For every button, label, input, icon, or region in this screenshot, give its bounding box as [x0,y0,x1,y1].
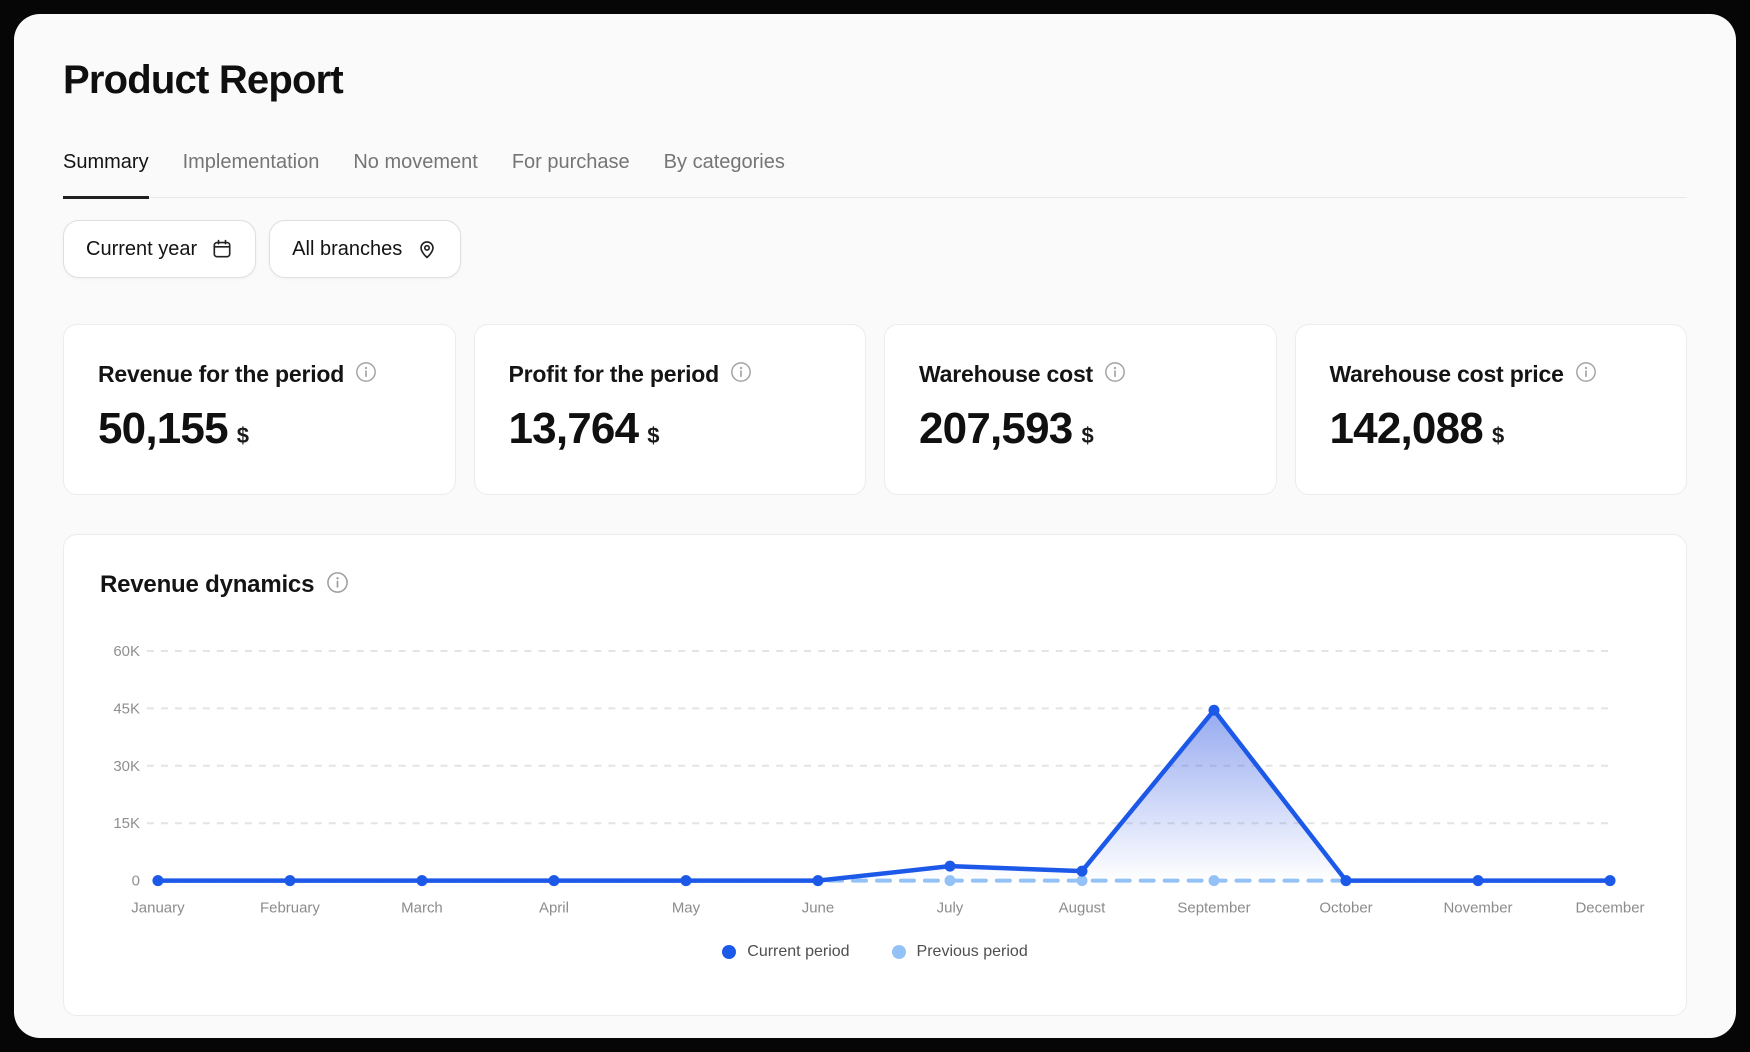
svg-text:May: May [672,900,701,917]
svg-text:15K: 15K [113,815,140,832]
stat-card-value: 50,155 [98,404,229,453]
stat-card-currency: $ [1081,423,1094,448]
stat-card-label: Warehouse cost [919,361,1094,387]
period-filter-button[interactable]: Current year [63,220,257,278]
legend-label: Previous period [916,942,1028,960]
previous-period-dot-icon [891,944,906,959]
info-icon[interactable] [355,361,377,388]
svg-text:March: March [401,900,443,917]
tab-implementation[interactable]: Implementation [182,151,320,173]
stat-card-currency: $ [236,423,250,448]
stat-card-label: Revenue for the period [98,361,345,387]
revenue-chart: 0 15K 30K 45K 60K January February March April Ma… [100,621,1650,917]
svg-text:60K: 60K [113,643,140,660]
report-tabs: Summary Implementation No movement For p… [63,151,1687,199]
chart-legend: Current period Previous period [100,943,1650,961]
tab-for-purchase[interactable]: For purchase [511,151,630,173]
calendar-icon [211,238,233,260]
legend-item-previous-period[interactable]: Previous period [891,942,1028,961]
legend-label: Current period [747,942,850,960]
info-icon[interactable] [1575,361,1597,388]
svg-text:December: December [1575,900,1644,917]
stat-card-currency: $ [647,423,660,448]
info-icon[interactable] [730,361,752,388]
stat-card-value: 13,764 [508,404,640,453]
svg-text:October: October [1319,900,1372,917]
stat-card-value: 142,088 [1329,404,1484,453]
svg-text:July: July [937,900,964,917]
svg-text:April: April [539,900,569,917]
info-icon[interactable] [1104,361,1126,388]
stat-card-label: Warehouse cost price [1329,361,1564,387]
period-filter-label: Current year [86,237,198,260]
product-report-page: Product Report Summary Implementation No… [14,14,1736,1038]
location-pin-icon [416,238,438,260]
filter-bar: Current year All branches [63,220,1687,278]
stat-card-currency: $ [1491,423,1505,448]
chart-title: Revenue dynamics [100,571,315,598]
tab-by-categories[interactable]: By categories [663,151,785,173]
page-title: Product Report [63,58,344,102]
tab-summary[interactable]: Summary [63,151,149,199]
svg-text:January: January [131,900,185,917]
svg-text:November: November [1443,900,1512,917]
svg-text:August: August [1059,900,1106,917]
stat-card-value: 207,593 [919,404,1073,453]
current-period-dot-icon [722,944,737,959]
svg-text:30K: 30K [113,758,140,775]
stat-card-label: Profit for the period [508,361,720,387]
stat-card-warehouse-cost: Warehouse cost 207,593 $ [884,324,1277,495]
revenue-dynamics-card: Revenue dynamics 0 15K 30K 45K 60K January Feb… [63,534,1687,1016]
svg-text:February: February [260,900,320,917]
info-icon[interactable] [326,571,349,599]
revenue-line-chart: 0 15K 30K 45K 60K January February March April Ma… [113,643,1644,917]
branch-filter-button[interactable]: All branches [269,220,462,278]
stat-card-warehouse-cost-price: Warehouse cost price 142,088 $ [1294,324,1687,495]
branch-filter-label: All branches [292,237,403,260]
stat-cards-row: Revenue for the period 50,155 $ Profit f… [63,324,1687,495]
stat-card-profit: Profit for the period 13,764 $ [473,324,866,495]
legend-item-current-period[interactable]: Current period [722,942,850,961]
stat-card-revenue: Revenue for the period 50,155 $ [63,324,456,495]
svg-text:September: September [1177,900,1250,917]
svg-text:June: June [802,900,834,917]
svg-text:45K: 45K [113,700,140,717]
svg-text:0: 0 [132,873,140,890]
tab-no-movement[interactable]: No movement [353,151,478,173]
